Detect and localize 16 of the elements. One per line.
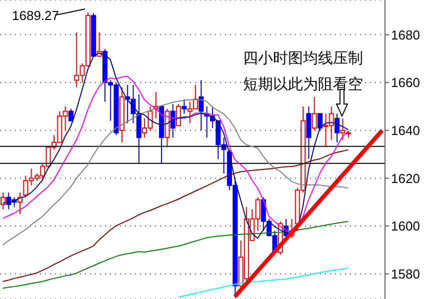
- line-series: [178, 268, 349, 298]
- annotation: 四小时图均线压制: [243, 49, 363, 68]
- candlestick: [306, 106, 312, 160]
- annotation: 1689.27: [12, 8, 59, 23]
- annotation: 短期以此为阻看空: [243, 75, 363, 94]
- y-tick-label: 1600: [391, 218, 420, 234]
- y-tick-label: 1640: [391, 122, 420, 138]
- candlestick: [334, 113, 340, 143]
- y-tick-label: 1660: [391, 75, 420, 90]
- y-tick-label: 1680: [391, 27, 420, 42]
- candlestick: [119, 86, 124, 143]
- y-tick-label: 1580: [391, 266, 420, 282]
- candlestick: [170, 104, 176, 138]
- candlestick: [198, 80, 204, 131]
- line-series: [2, 149, 349, 282]
- y-tick-label: 1620: [391, 170, 420, 186]
